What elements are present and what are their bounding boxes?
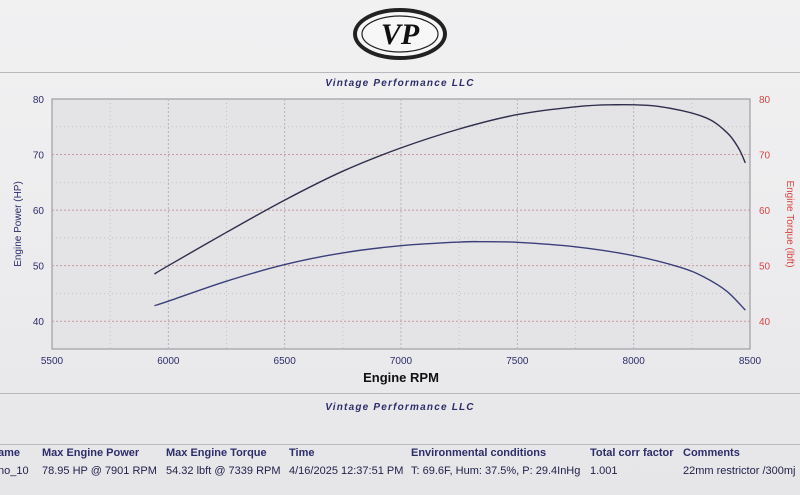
x-axis-title: Engine RPM <box>363 370 439 385</box>
y-right-tick-label: 40 <box>759 317 771 328</box>
table-top-rule <box>0 444 800 445</box>
cell-time: 4/16/2025 12:37:51 PM <box>289 465 404 477</box>
x-tick-label: 7000 <box>390 356 413 367</box>
vp-logo: VP <box>353 8 447 60</box>
y-left-axis-title: Engine Power (HP) <box>13 181 24 267</box>
cell-max-power: 78.95 HP @ 7901 RPM <box>42 465 157 477</box>
y-left-tick-label: 50 <box>33 262 45 273</box>
x-tick-label: 7500 <box>506 356 529 367</box>
y-left-tick-label: 80 <box>33 95 45 106</box>
x-tick-label: 6000 <box>157 356 180 367</box>
company-name-top: Vintage Performance LLC <box>325 78 475 89</box>
torque-curve <box>154 240 746 311</box>
y-right-tick-label: 50 <box>759 262 771 273</box>
x-tick-label: 8500 <box>739 356 762 367</box>
header-max-torque: Max Engine Torque <box>166 447 267 459</box>
x-tick-label: 6500 <box>274 356 297 367</box>
y-left-tick-label: 60 <box>33 206 45 217</box>
cell-environment: T: 69.6F, Hum: 37.5%, P: 29.4InHg <box>411 465 581 477</box>
summary-table: ame Max Engine Power Max Engine Torque T… <box>0 444 800 495</box>
x-tick-label: 5500 <box>41 356 64 367</box>
header-name: ame <box>0 447 21 459</box>
header-max-power: Max Engine Power <box>42 447 140 459</box>
header-comments: Comments <box>683 447 740 459</box>
y-right-tick-label: 60 <box>759 206 771 217</box>
header-corr-factor: Total corr factor <box>590 447 674 459</box>
header-time: Time <box>289 447 315 459</box>
cell-comments: 22mm restrictor /300mj <box>683 465 796 477</box>
cell-max-torque: 54.32 lbft @ 7339 RPM <box>166 465 281 477</box>
y-right-axis-title: Engine Torque (lbft) <box>784 180 795 267</box>
header-environment: Environmental conditions <box>411 447 547 459</box>
y-right-tick-label: 80 <box>759 95 771 106</box>
dyno-chart: 5500 6000 6500 7000 7500 8000 8500 40 50 60 70 80 40… <box>13 95 795 385</box>
power-curve <box>154 103 746 275</box>
cell-name: no_10 <box>0 465 29 477</box>
logo-lettering: VP <box>381 18 420 51</box>
cell-corr-factor: 1.001 <box>590 465 618 477</box>
y-left-tick-label: 70 <box>33 151 45 162</box>
footer-rule <box>0 393 800 394</box>
y-right-tick-label: 70 <box>759 151 771 162</box>
header-rule <box>0 72 800 73</box>
y-left-tick-label: 40 <box>33 317 45 328</box>
x-tick-label: 8000 <box>623 356 646 367</box>
company-name-bottom: Vintage Performance LLC <box>325 402 475 413</box>
